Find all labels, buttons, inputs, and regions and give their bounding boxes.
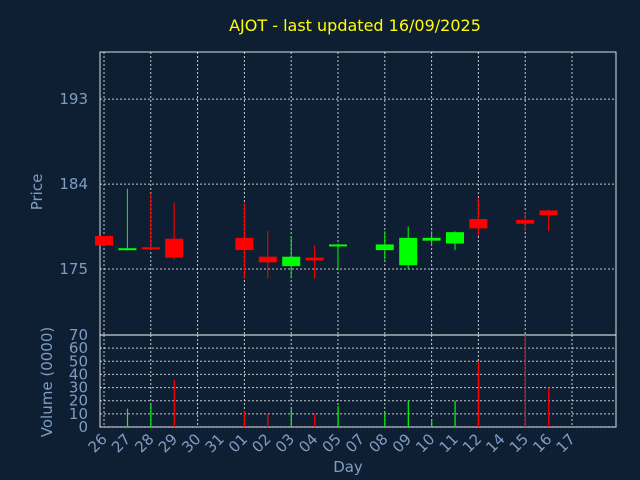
candle-body (258, 256, 277, 263)
day-tick-label: 17 (553, 430, 579, 456)
day-tick-label: 04 (295, 430, 321, 456)
volume-tick-label: 30 (69, 379, 88, 397)
volume-bar (337, 405, 339, 427)
price-axis-label: Price (28, 174, 46, 211)
candle-body (375, 244, 394, 251)
day-tick-label: 01 (225, 430, 251, 456)
volume-tick-label: 10 (69, 405, 88, 423)
volume-bar (524, 335, 526, 427)
candle-body (446, 232, 464, 244)
volume-bar (407, 400, 409, 427)
volume-bar (173, 379, 175, 427)
candle-body (399, 237, 418, 266)
day-tick-label: 02 (248, 430, 274, 456)
day-tick-label: 28 (131, 430, 157, 456)
volume-bars (126, 335, 550, 427)
volume-bar (314, 413, 316, 427)
day-tick-label: 27 (108, 430, 134, 456)
day-tick-labels: 2627282930310102030405070809101112141516… (85, 430, 579, 456)
chart-title: AJOT - last updated 16/09/2025 (229, 16, 481, 35)
candle-body (305, 257, 324, 261)
day-tick-label: 09 (389, 430, 415, 456)
volume-bar (150, 404, 152, 427)
day-tick-label: 30 (178, 430, 204, 456)
volume-bar (243, 411, 246, 427)
volume-bar (454, 400, 456, 427)
volume-bar (290, 408, 292, 427)
volume-plot-frame (99, 334, 617, 428)
day-tick-label: 12 (459, 430, 485, 456)
candle-body (118, 248, 137, 251)
price-candles (95, 188, 558, 279)
volume-bar (477, 361, 480, 427)
candle-body (516, 219, 535, 224)
price-plot-frame (99, 51, 617, 336)
volume-bar (267, 413, 269, 427)
volume-tick-label: 70 (69, 326, 88, 344)
candle-body (235, 237, 254, 251)
day-axis-label: Day (333, 458, 363, 476)
day-tick-label: 29 (155, 430, 181, 456)
price-y-tick-labels: 175 184 193 (59, 90, 88, 278)
candle-body (329, 244, 347, 247)
day-tick-label: 08 (365, 430, 391, 456)
volume-tick-label: 20 (69, 392, 88, 410)
candle-body (95, 235, 113, 246)
candle-body (282, 256, 301, 267)
volume-bar (126, 408, 129, 427)
day-tick-label: 03 (272, 430, 298, 456)
candle-body (165, 238, 184, 258)
day-tick-label: 15 (506, 430, 532, 456)
volume-axis-label: Volume (0000) (38, 327, 56, 437)
candle-body (141, 247, 160, 250)
volume-grid (100, 334, 616, 428)
price-tick-label: 184 (59, 175, 88, 193)
volume-tick-label: 40 (69, 365, 88, 383)
volume-bar (548, 387, 550, 427)
candle-body (469, 218, 488, 229)
day-tick-label: 16 (529, 430, 555, 456)
volume-bar (431, 419, 433, 427)
volume-tick-label: 0 (78, 418, 88, 436)
day-tick-label: 26 (85, 430, 111, 456)
price-tick-label: 175 (59, 260, 88, 278)
day-tick-label: 11 (436, 430, 462, 456)
day-tick-label: 10 (412, 430, 438, 456)
volume-tick-label: 60 (69, 339, 88, 357)
price-grid (100, 52, 616, 335)
volume-tick-label: 50 (69, 352, 88, 370)
price-tick-label: 193 (59, 90, 88, 108)
candle-body (539, 210, 558, 216)
volume-bar (384, 412, 386, 427)
candle-body (422, 237, 441, 241)
day-tick-label: 31 (202, 430, 228, 456)
day-tick-label: 14 (482, 430, 508, 456)
day-tick-label: 07 (342, 430, 368, 456)
day-tick-label: 05 (319, 430, 345, 456)
